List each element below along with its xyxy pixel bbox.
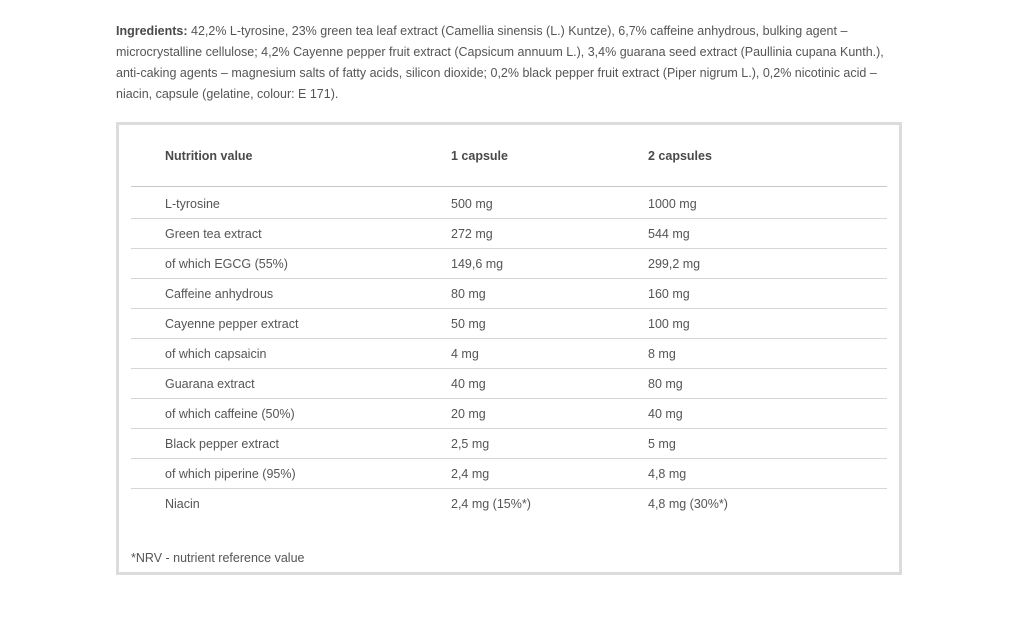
- ingredients-paragraph: Ingredients: 42,2% L-tyrosine, 23% green…: [116, 21, 906, 105]
- header-2-capsules: 2 capsules: [648, 125, 887, 187]
- row-1-capsule: 272 mg: [451, 218, 648, 249]
- table-row: Black pepper extract 2,5 mg 5 mg: [131, 428, 887, 459]
- table-row: Caffeine anhydrous 80 mg 160 mg: [131, 278, 887, 309]
- row-1-capsule: 2,4 mg (15%*): [451, 496, 531, 511]
- row-name: Caffeine anhydrous: [131, 278, 451, 309]
- table-row: Niacin 2,4 mg (15%*) 4,8 mg (30%*): [131, 489, 887, 519]
- row-name: of which EGCG (55%): [131, 248, 451, 279]
- nutrition-table: Nutrition value 1 capsule 2 capsules L-t…: [131, 125, 887, 518]
- row-2-capsules: 4,8 mg (30%*): [648, 496, 728, 511]
- nrv-footnote: *NRV - nutrient reference value: [131, 551, 305, 565]
- row-1-capsule: 80 mg: [451, 278, 648, 309]
- table-row: of which piperine (95%) 2,4 mg 4,8 mg: [131, 458, 887, 489]
- row-1-capsule: 50 mg: [451, 308, 648, 339]
- row-name: Green tea extract: [131, 218, 451, 249]
- row-1-capsule: 20 mg: [451, 398, 648, 429]
- header-nutrition-value: Nutrition value: [131, 125, 451, 187]
- row-name: L-tyrosine: [131, 186, 451, 219]
- table-row: L-tyrosine 500 mg 1000 mg: [131, 186, 887, 219]
- ingredients-label: Ingredients:: [116, 24, 188, 38]
- row-2-capsules: 5 mg: [648, 428, 887, 459]
- table-header-row: Nutrition value 1 capsule 2 capsules: [131, 125, 887, 187]
- ingredients-text: 42,2% L-tyrosine, 23% green tea leaf ext…: [116, 24, 884, 101]
- header-1-capsule: 1 capsule: [451, 125, 648, 187]
- row-1-capsule: 149,6 mg: [451, 248, 648, 279]
- row-1-capsule: 4 mg: [451, 338, 648, 369]
- row-2-capsules: 80 mg: [648, 368, 887, 399]
- row-name: Niacin: [165, 496, 200, 511]
- row-1-capsule: 500 mg: [451, 186, 648, 219]
- table-row: Green tea extract 272 mg 544 mg: [131, 218, 887, 249]
- table-row: Cayenne pepper extract 50 mg 100 mg: [131, 308, 887, 339]
- row-2-capsules: 4,8 mg: [648, 458, 887, 489]
- row-name: of which capsaicin: [131, 338, 451, 369]
- row-2-capsules: 544 mg: [648, 218, 887, 249]
- row-2-capsules: 100 mg: [648, 308, 887, 339]
- table-row: Guarana extract 40 mg 80 mg: [131, 368, 887, 399]
- row-1-capsule: 2,4 mg: [451, 458, 648, 489]
- row-2-capsules: 8 mg: [648, 338, 887, 369]
- table-row: of which capsaicin 4 mg 8 mg: [131, 338, 887, 369]
- row-2-capsules: 40 mg: [648, 398, 887, 429]
- row-name: Cayenne pepper extract: [131, 308, 451, 339]
- row-name: of which caffeine (50%): [131, 398, 451, 429]
- row-name: of which piperine (95%): [131, 458, 451, 489]
- row-2-capsules: 299,2 mg: [648, 248, 887, 279]
- table-row: of which caffeine (50%) 20 mg 40 mg: [131, 398, 887, 429]
- table-row: of which EGCG (55%) 149,6 mg 299,2 mg: [131, 248, 887, 279]
- row-2-capsules: 160 mg: [648, 278, 887, 309]
- row-2-capsules: 1000 mg: [648, 186, 887, 219]
- row-name: Guarana extract: [131, 368, 451, 399]
- row-name: Black pepper extract: [131, 428, 451, 459]
- row-1-capsule: 2,5 mg: [451, 428, 648, 459]
- nutrition-table-box: Nutrition value 1 capsule 2 capsules L-t…: [116, 122, 902, 575]
- row-1-capsule: 40 mg: [451, 368, 648, 399]
